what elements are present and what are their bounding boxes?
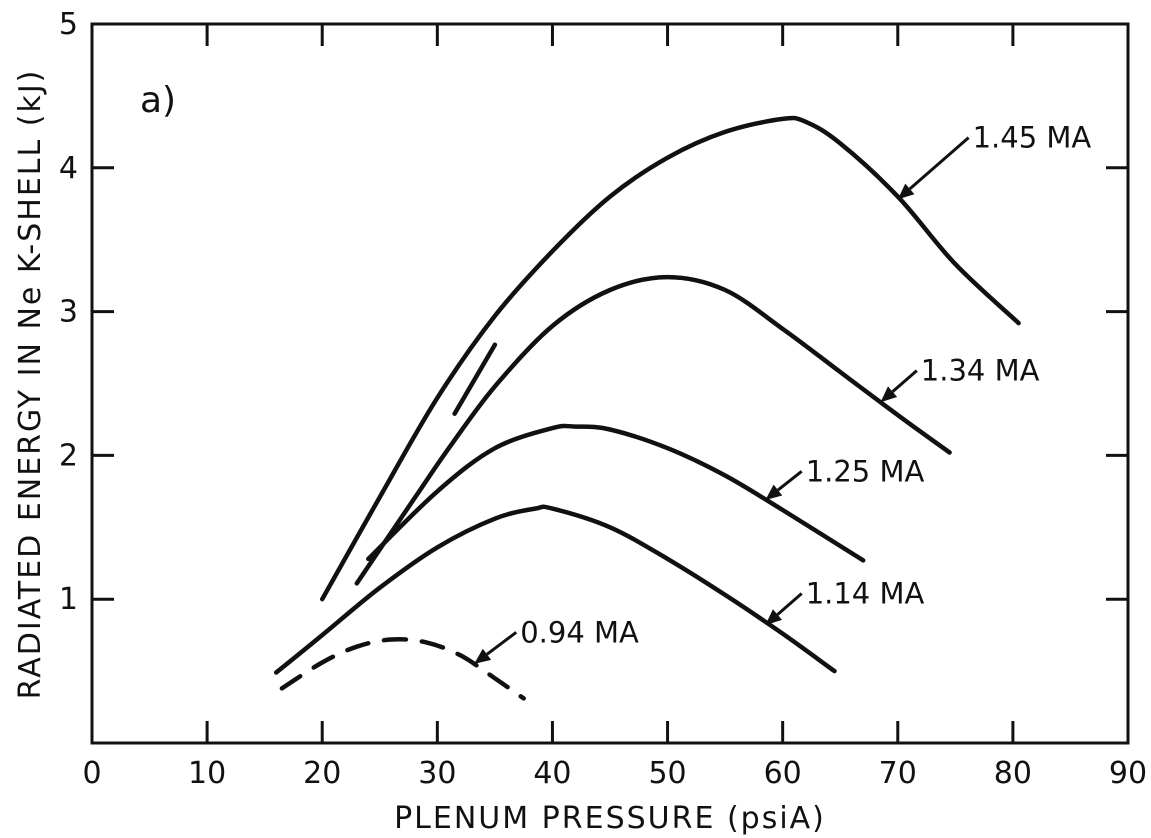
annotation-arrow (777, 470, 803, 492)
plot-frame (90, 22, 1130, 745)
panel-label: a) (140, 80, 176, 121)
x-tick-label: 60 (764, 756, 802, 791)
x-tick-label: 10 (188, 756, 226, 791)
series-annotations: 1.45 MA 1.34 MA 1.25 MA 1.14 MA 0.94 MA (474, 121, 1091, 664)
x-tick-label: 80 (994, 756, 1032, 791)
series-annotation-label: 1.14 MA (806, 577, 925, 611)
x-tick-label: 30 (418, 756, 456, 791)
series-line (273, 504, 837, 675)
arrow-head-icon (897, 183, 915, 200)
series-line (366, 423, 866, 563)
x-tick-label: 70 (879, 756, 917, 791)
y-axis-title: RADIATED ENERGY IN Ne K-SHELL (kJ) (13, 69, 48, 700)
annotation-arrow (908, 136, 970, 191)
arrow-head-icon (765, 609, 783, 626)
series-annotation-label: 1.34 MA (921, 354, 1040, 388)
series-annotation-label: 1.25 MA (806, 454, 925, 488)
arrow-head-icon (474, 648, 492, 664)
y-tick-label: 1 (59, 582, 78, 617)
y-tick-label: 2 (59, 438, 78, 473)
tick-labels: 0 10 20 30 40 50 60 70 80 90 1 2 3 4 5 (59, 7, 1147, 791)
annotation-arrow (776, 592, 803, 616)
x-tick-label: 90 (1109, 756, 1147, 791)
arrow-head-icon (765, 484, 783, 500)
arrow-head-icon (880, 386, 898, 403)
series-line (319, 115, 1021, 602)
annotation-arrow (891, 369, 918, 393)
series-line (452, 342, 498, 416)
x-tick-label: 20 (303, 756, 341, 791)
x-axis-title: PLENUM PRESSURE (psiA) (394, 801, 826, 836)
axis-ticks (92, 24, 1128, 743)
y-tick-label: 5 (59, 7, 78, 42)
series-annotation-label: 1.45 MA (973, 121, 1092, 155)
series-curves (273, 115, 1021, 701)
series-line (354, 274, 952, 586)
series-line (279, 636, 526, 701)
x-tick-label: 0 (82, 756, 101, 791)
y-tick-label: 4 (59, 151, 78, 186)
series-annotation-label: 0.94 MA (520, 615, 639, 649)
x-tick-label: 50 (648, 756, 686, 791)
annotation-arrow (486, 631, 518, 656)
x-tick-label: 40 (533, 756, 571, 791)
y-tick-label: 3 (59, 295, 78, 330)
